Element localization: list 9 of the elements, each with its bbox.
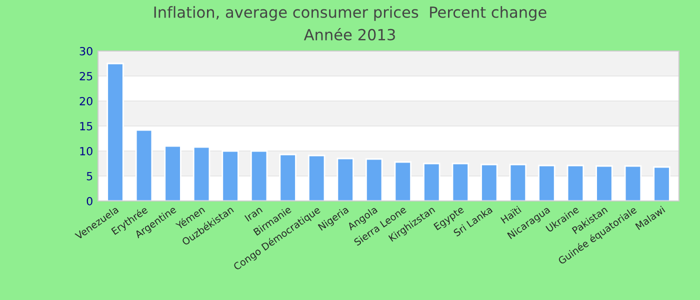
y-tick-label: 5 [86, 172, 92, 180]
y-tick-label: 10 [80, 146, 92, 156]
y-tick-label: 20 [80, 96, 92, 106]
y-tick-label: 15 [80, 122, 92, 130]
chart-subtitle: Année 2013 [304, 28, 395, 40]
y-tick-label: 25 [80, 72, 92, 80]
chart-title: Inflation, average consumer prices Percent change [154, 6, 546, 21]
y-tick-label: 30 [80, 46, 92, 56]
y-tick-label: 0 [86, 196, 92, 206]
